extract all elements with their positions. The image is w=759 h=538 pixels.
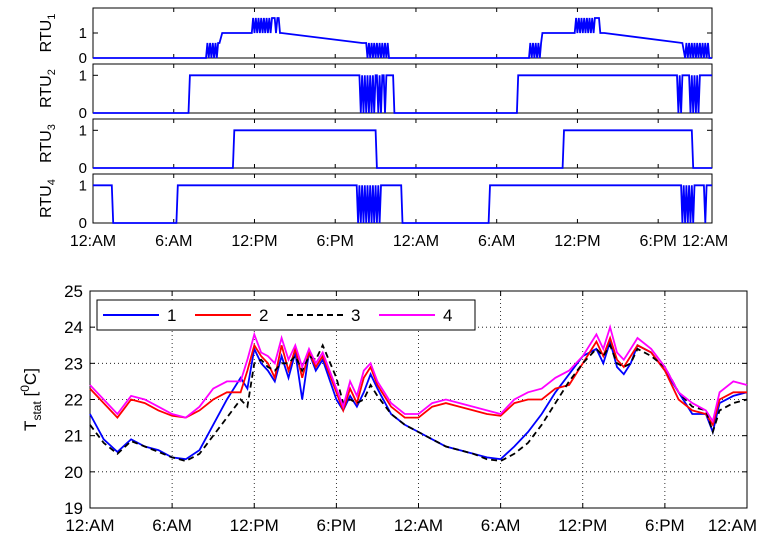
y-tick-label: 21 bbox=[64, 427, 83, 446]
y-axis-label: RTU3 bbox=[38, 124, 58, 163]
x-tick-label: 12:AM bbox=[682, 233, 728, 250]
x-tick-label: 12:AM bbox=[394, 516, 443, 535]
legend-label-1: 1 bbox=[167, 306, 176, 325]
series-1-line bbox=[89, 338, 748, 461]
legend-label-2: 2 bbox=[259, 306, 268, 325]
y-axis-label: RTU4 bbox=[38, 179, 58, 218]
y-axis-label-subscript: 4 bbox=[46, 179, 58, 185]
x-tick-label: 6:AM bbox=[155, 233, 192, 250]
x-tick-label: 12:PM bbox=[554, 233, 600, 250]
y-axis-label-text: RTU bbox=[38, 130, 55, 163]
y-axis-label: Tstat [0C] bbox=[18, 368, 44, 431]
y-tick-label: 1 bbox=[79, 122, 87, 139]
rtu-series-line bbox=[93, 17, 712, 59]
y-tick-label: 1 bbox=[79, 25, 87, 42]
legend: 1 2 3 4 bbox=[96, 299, 476, 331]
y-tick-label: 22 bbox=[64, 391, 83, 410]
rtu-series-line bbox=[93, 74, 712, 114]
rtu-panel-3: 0 1 RTU3 bbox=[38, 118, 713, 177]
rtu-panel-4: 0 1 RTU4 bbox=[38, 173, 713, 232]
y-axis-label: RTU1 bbox=[38, 14, 58, 53]
y-axis-label-text: RTU bbox=[38, 20, 55, 53]
x-tick-label: 6:PM bbox=[645, 516, 685, 535]
rtu-series-line bbox=[93, 129, 712, 169]
x-tick-label: 6:PM bbox=[317, 233, 354, 250]
y-tick-label: 0 bbox=[79, 215, 87, 232]
x-tick-label: 12:AM bbox=[708, 516, 757, 535]
panel-frame bbox=[92, 63, 713, 114]
x-tick-label: 12:AM bbox=[65, 516, 114, 535]
y-axis-label-ylabel-unit-sup: 0 bbox=[18, 385, 32, 392]
x-tick-label: 6:PM bbox=[317, 516, 357, 535]
panel-frame bbox=[92, 7, 713, 59]
y-tick-label: 1 bbox=[79, 177, 87, 194]
series-2-line bbox=[89, 335, 747, 428]
y-axis-label-ylabel-unit-close: C] bbox=[21, 368, 40, 385]
y-tick-label: 0 bbox=[79, 105, 87, 122]
panel-frame bbox=[92, 118, 713, 169]
x-tick-label: 6:AM bbox=[478, 233, 515, 250]
x-tick-label: 12:PM bbox=[558, 516, 607, 535]
y-tick-label: 24 bbox=[64, 318, 83, 337]
x-tick-label: 6:PM bbox=[640, 233, 677, 250]
y-tick-label: 19 bbox=[64, 499, 83, 518]
x-tick-label: 6:AM bbox=[481, 516, 521, 535]
x-tick-label: 12:PM bbox=[230, 516, 279, 535]
y-tick-label: 23 bbox=[64, 354, 83, 373]
y-tick-label: 20 bbox=[64, 463, 83, 482]
y-tick-label: 0 bbox=[79, 50, 87, 67]
series-4-line bbox=[89, 323, 748, 424]
y-axis-label-subscript: 1 bbox=[46, 14, 58, 20]
y-axis-label: RTU2 bbox=[38, 69, 58, 108]
y-tick-label: 0 bbox=[79, 160, 87, 177]
y-axis-label-subscript: 2 bbox=[46, 69, 58, 75]
legend-label-4: 4 bbox=[443, 306, 452, 325]
rtu-panel-2: 0 1 RTU2 bbox=[38, 63, 713, 122]
y-axis-label-ylabel-unit-open: [ bbox=[21, 391, 40, 401]
y-axis-label-text: RTU bbox=[38, 75, 55, 108]
y-tick-label: 1 bbox=[79, 67, 87, 84]
x-tick-label: 12:AM bbox=[70, 233, 116, 250]
x-tick-label: 12:AM bbox=[393, 233, 439, 250]
y-axis-label-text: RTU bbox=[38, 185, 55, 218]
x-tick-label: 6:AM bbox=[152, 516, 192, 535]
rtu-series-line bbox=[93, 184, 712, 224]
legend-label-3: 3 bbox=[351, 306, 360, 325]
y-tick-label: 25 bbox=[64, 282, 83, 301]
y-axis-label-ylabel-sub: stat bbox=[30, 401, 44, 421]
series-3-line bbox=[89, 343, 748, 462]
x-tick-label: 12:PM bbox=[231, 233, 277, 250]
y-axis-label-subscript: 3 bbox=[46, 124, 58, 130]
y-axis-label-ylabel: T bbox=[21, 421, 40, 431]
